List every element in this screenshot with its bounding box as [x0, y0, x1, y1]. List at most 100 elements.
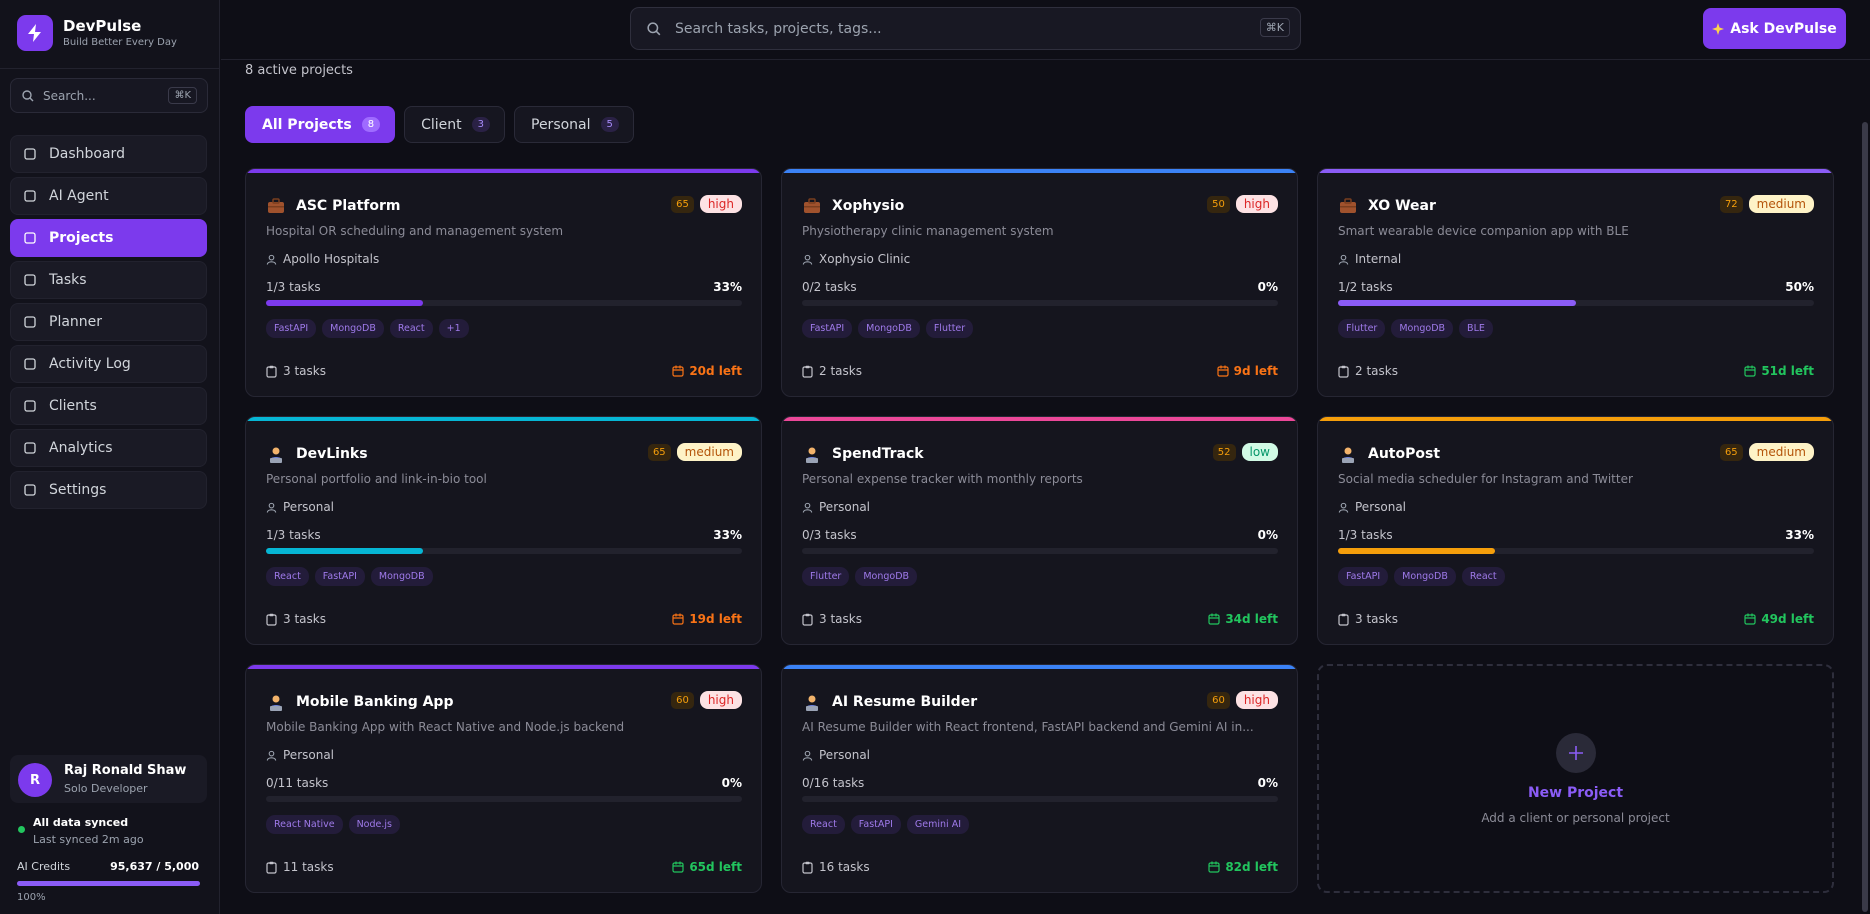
project-name: SpendTrack — [832, 446, 924, 462]
tab[interactable]: All Projects 8 — [245, 106, 396, 143]
project-card[interactable]: AI Resume Builder 60 high AI Resume Builder… — [781, 664, 1298, 893]
badges: 65 medium — [1719, 443, 1814, 461]
user-card[interactable]: R Raj Ronald Shaw Solo Developer — [10, 755, 207, 803]
header: Search tasks, projects, tags... ⌘K Ask D… — [221, 0, 1870, 60]
tag: MongoDB — [1391, 319, 1454, 338]
project-card[interactable]: Xophysio 50 high Physiotherapy clinic manag… — [781, 168, 1298, 397]
new-project-card[interactable]: New Project Add a client or personal proj… — [1317, 664, 1834, 893]
sync-detail: Last synced 2m ago — [33, 833, 144, 846]
tags: Flutter MongoDB — [802, 567, 918, 586]
calendar-icon — [1744, 613, 1756, 625]
owner-name: Personal — [819, 748, 871, 762]
tag: +1 — [438, 319, 469, 338]
project-card[interactable]: SpendTrack 52 low Personal expense tracker … — [781, 416, 1298, 645]
clipboard-icon — [266, 613, 277, 626]
tag: Flutter — [802, 567, 850, 586]
deadline: 49d left — [1744, 612, 1814, 626]
nav-item[interactable]: Settings — [10, 471, 207, 509]
project-description: Personal expense tracker with monthly re… — [802, 472, 1083, 486]
owner-icon — [802, 750, 813, 761]
tab[interactable]: Personal 5 — [514, 106, 634, 143]
nav-item[interactable]: Planner — [10, 303, 207, 341]
project-card[interactable]: ASC Platform 65 high Hospital OR scheduling… — [245, 168, 762, 397]
tag: FastAPI — [314, 567, 365, 586]
task-count: 3 tasks — [1338, 612, 1398, 626]
nav-icon — [23, 441, 49, 455]
nav-item[interactable]: Tasks — [10, 261, 207, 299]
owner-icon — [1338, 502, 1349, 513]
tag: Gemini AI — [906, 815, 970, 834]
nav-item[interactable]: Clients — [10, 387, 207, 425]
nav-label: Tasks — [49, 272, 87, 288]
owner: Personal — [266, 748, 334, 762]
user-name: Raj Ronald Shaw — [64, 763, 187, 778]
clipboard-icon — [266, 861, 277, 874]
tasks-done: 0/3 tasks — [802, 528, 857, 542]
nav-item[interactable]: Analytics — [10, 429, 207, 467]
progress-percent: 0% — [1257, 528, 1278, 542]
project-name: ASC Platform — [296, 198, 401, 214]
tab-count: 5 — [600, 117, 619, 132]
task-count-text: 3 tasks — [283, 612, 326, 626]
nav-icon — [23, 357, 49, 371]
tags: Flutter MongoDB BLE — [1338, 319, 1493, 338]
logo[interactable] — [17, 15, 53, 51]
nav-label: Clients — [49, 398, 97, 414]
owner-name: Apollo Hospitals — [283, 252, 380, 266]
tag: FastAPI — [802, 319, 853, 338]
priority-badge: high — [699, 195, 742, 213]
calendar-icon — [672, 861, 684, 873]
task-count: 3 tasks — [266, 364, 326, 378]
tags: React FastAPI MongoDB — [266, 567, 433, 586]
nav-item[interactable]: Projects — [10, 219, 207, 257]
nav-item[interactable]: Activity Log — [10, 345, 207, 383]
progress-fill — [1338, 548, 1496, 554]
project-icon — [803, 694, 821, 712]
tag: Node.js — [348, 815, 400, 834]
nav-label: Dashboard — [49, 146, 125, 162]
progress-track — [1338, 548, 1814, 554]
nav-item[interactable]: Dashboard — [10, 135, 207, 173]
progress-track — [802, 548, 1278, 554]
priority-badge: high — [699, 691, 742, 709]
nav-item[interactable]: AI Agent — [10, 177, 207, 215]
progress-percent: 33% — [713, 280, 742, 294]
tab[interactable]: Client 3 — [404, 106, 505, 143]
owner-icon — [802, 254, 813, 265]
nav-icon — [23, 483, 49, 497]
divider — [0, 68, 219, 69]
clipboard-icon — [802, 613, 813, 626]
calendar-icon — [1744, 365, 1756, 377]
score-badge: 52 — [1212, 443, 1236, 461]
calendar-icon — [1208, 861, 1220, 873]
user-role: Solo Developer — [64, 782, 148, 795]
score-badge: 60 — [1207, 691, 1230, 709]
tags: React FastAPI Gemini AI — [802, 815, 970, 834]
ask-button[interactable]: Ask DevPulse — [1703, 8, 1846, 49]
task-count-text: 2 tasks — [1355, 364, 1398, 378]
tasks-done: 1/2 tasks — [1338, 280, 1393, 294]
deadline: 34d left — [1208, 612, 1278, 626]
progress-fill — [266, 300, 424, 306]
task-count-text: 3 tasks — [819, 612, 862, 626]
owner-name: Personal — [1355, 500, 1407, 514]
tag: React — [389, 319, 433, 338]
scrollbar — [1862, 122, 1868, 912]
project-description: Personal portfolio and link-in-bio tool — [266, 472, 487, 486]
owner-icon — [266, 750, 277, 761]
project-description: Mobile Banking App with React Native and… — [266, 720, 625, 734]
owner-icon — [802, 502, 813, 513]
progress-percent: 0% — [721, 776, 742, 790]
project-card[interactable]: DevLinks 65 medium Personal portfolio and l… — [245, 416, 762, 645]
owner-name: Personal — [819, 500, 871, 514]
progress-percent: 33% — [713, 528, 742, 542]
project-card[interactable]: AutoPost 65 medium Social media scheduler f… — [1317, 416, 1834, 645]
nav-icon — [23, 189, 49, 203]
header-search[interactable]: Search tasks, projects, tags... ⌘K — [630, 7, 1301, 50]
project-card[interactable]: XO Wear 72 medium Smart wearable device com… — [1317, 168, 1834, 397]
credits-label: AI Credits — [17, 860, 71, 873]
project-card[interactable]: Mobile Banking App 60 high Mobile Banking A… — [245, 664, 762, 893]
sidebar-search[interactable]: Search... ⌘K — [10, 78, 208, 113]
new-project-title: New Project — [1527, 784, 1624, 801]
progress-fill — [1338, 300, 1576, 306]
